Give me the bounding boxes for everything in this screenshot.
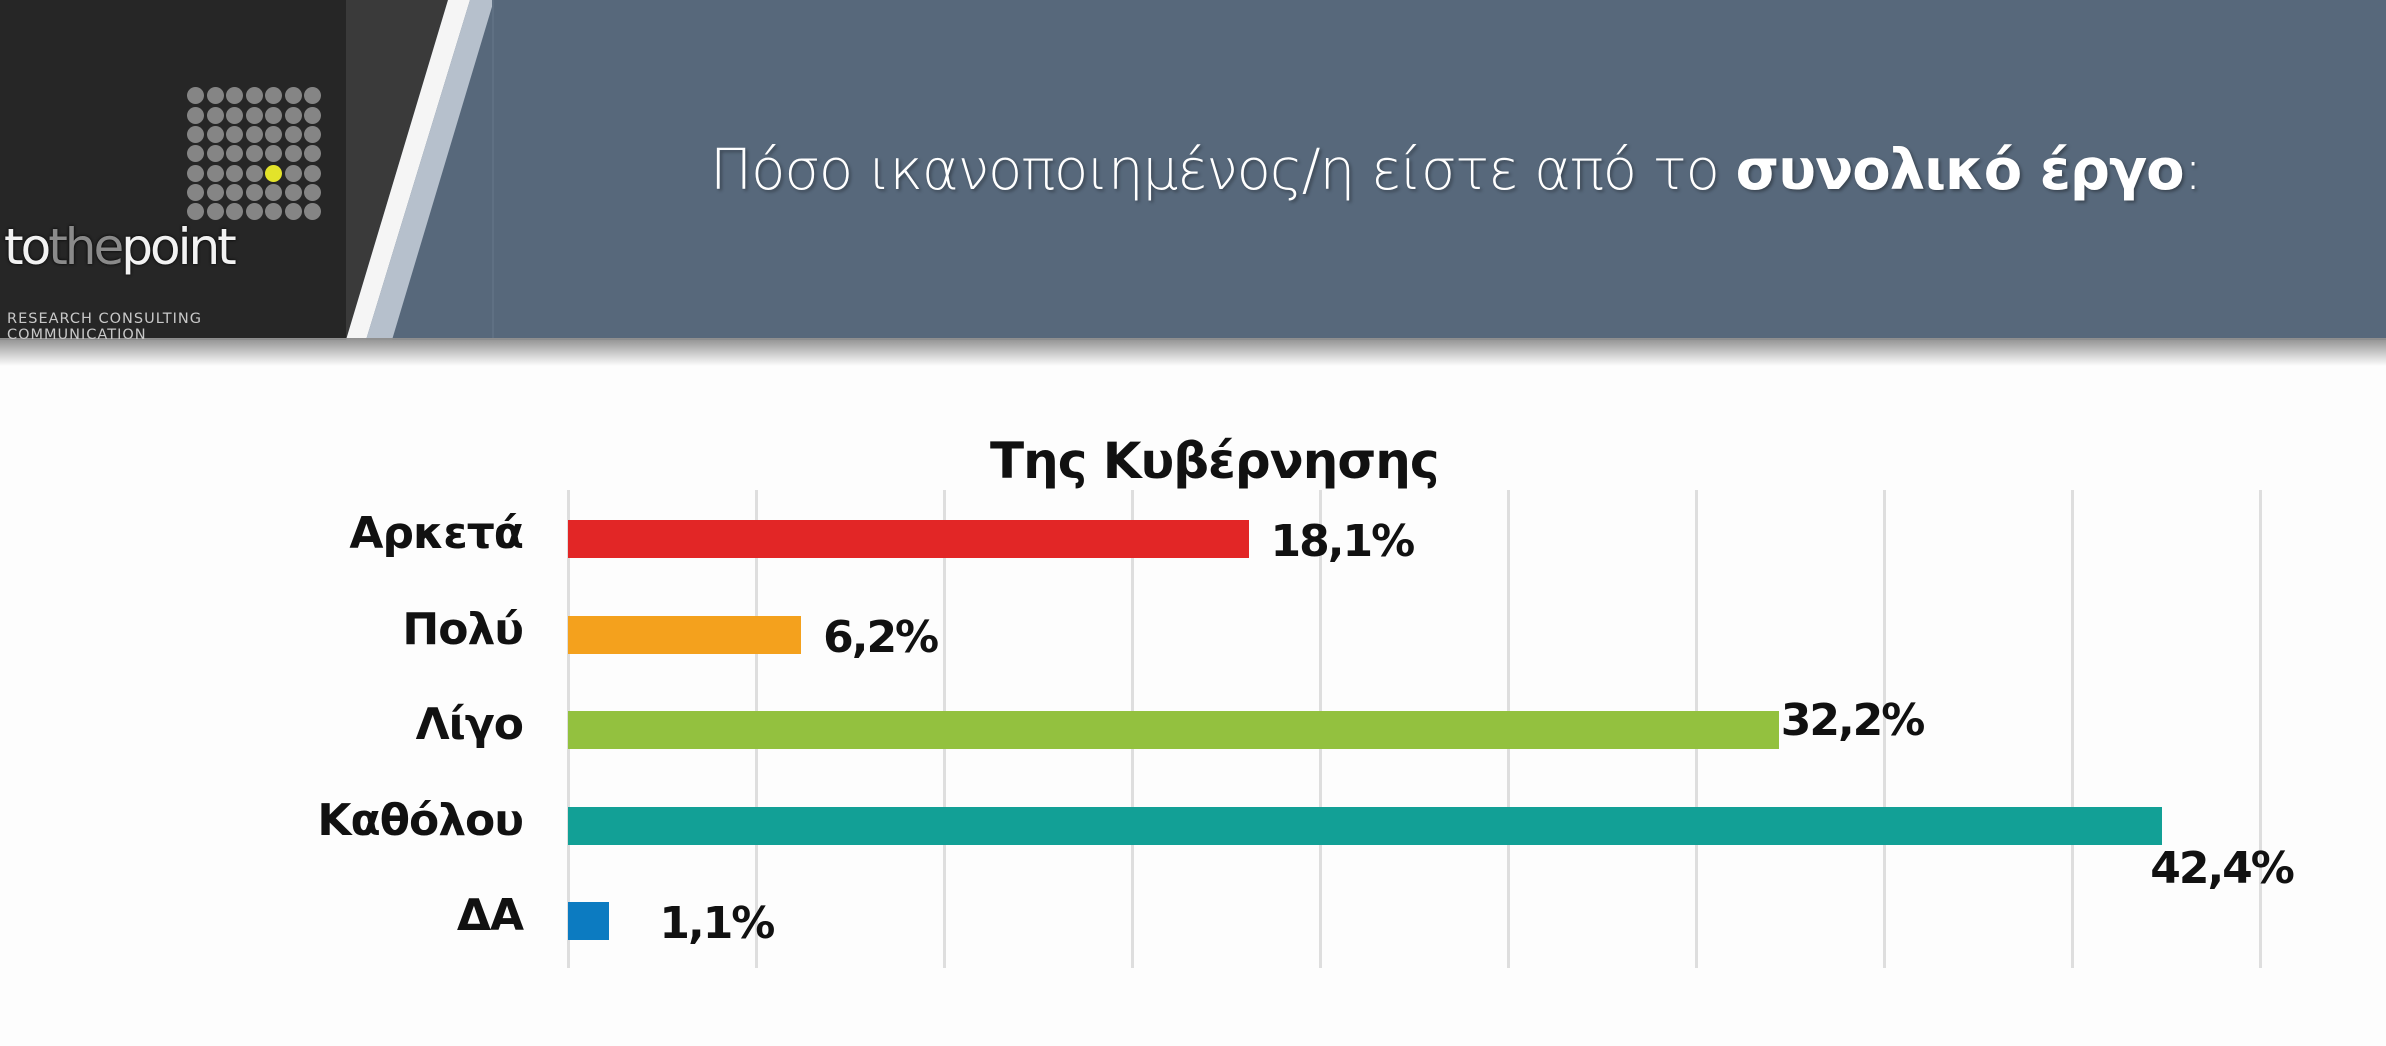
logo-dot: [265, 106, 283, 124]
company-logo: tothepoint RESEARCH CONSULTING COMMUNICA…: [0, 0, 346, 343]
logo-dot: [304, 164, 322, 182]
logo-dot: [245, 203, 263, 221]
logo-dot: [265, 145, 283, 163]
gridline: [1883, 490, 1886, 968]
value-label: 1,1%: [659, 898, 775, 949]
logo-dot: [284, 164, 302, 182]
bar: [568, 902, 610, 940]
logo-dot: [206, 145, 224, 163]
logo-dot: [226, 87, 244, 105]
category-label: Πολύ: [402, 603, 524, 655]
logo-dot: [187, 184, 205, 202]
gridline: [2071, 490, 2074, 968]
logo-dot: [245, 164, 263, 182]
logo-dot: [284, 203, 302, 221]
value-label: 18,1%: [1270, 516, 1416, 567]
value-label: 32,2%: [1780, 695, 1926, 746]
logo-dot: [284, 106, 302, 124]
header-banner: tothepoint RESEARCH CONSULTING COMMUNICA…: [0, 0, 2386, 366]
logo-dot: [245, 125, 263, 143]
category-label: Λίγο: [415, 699, 524, 750]
logo-dot: [245, 184, 263, 202]
logo-dot: [284, 145, 302, 163]
value-label: 6,2%: [823, 611, 939, 663]
chart-title: Της Κυβέρνησης: [990, 432, 1439, 490]
logo-tagline: RESEARCH CONSULTING COMMUNICATION: [7, 311, 203, 343]
logo-dot: [187, 145, 205, 163]
logo-dot: [206, 203, 224, 221]
logo-dot: [187, 87, 205, 105]
logo-dot: [187, 125, 205, 143]
logo-dot: [206, 125, 224, 143]
logo-dot: [226, 164, 244, 182]
logo-dot-grid-icon: [186, 86, 323, 222]
logo-dot: [304, 125, 322, 143]
value-label: 42,4%: [2150, 842, 2295, 894]
header-shadow: [0, 338, 2386, 366]
gridline: [2259, 490, 2262, 968]
category-label: Καθόλου: [317, 794, 524, 846]
logo-dot: [226, 184, 244, 202]
bar: [568, 520, 1249, 558]
logo-dot: [187, 203, 205, 221]
bar: [568, 615, 802, 654]
category-label: Αρκετά: [349, 508, 524, 559]
logo-dot: [245, 87, 263, 105]
bar: [568, 711, 1779, 749]
logo-dot: [206, 106, 224, 124]
logo-dot: [304, 184, 322, 202]
logo-dot: [187, 164, 205, 182]
logo-dot: [304, 203, 322, 221]
bar: [568, 806, 2163, 845]
logo-dot: [265, 184, 283, 202]
logo-dot: [304, 145, 322, 163]
logo-dot: [304, 87, 322, 105]
logo-dot: [265, 87, 283, 105]
logo-dot: [206, 184, 224, 202]
logo-dot: [187, 106, 205, 124]
logo-dot: [226, 106, 244, 124]
category-label: ΔΑ: [456, 890, 524, 941]
logo-dot: [265, 203, 283, 221]
logo-dot: [226, 145, 244, 163]
logo-dot: [226, 125, 244, 143]
logo-wordmark: tothepoint: [4, 218, 237, 276]
logo-dot: [245, 145, 263, 163]
logo-dot: [265, 164, 283, 182]
logo-dot: [265, 125, 283, 143]
logo-dot: [245, 106, 263, 124]
logo-dot: [226, 203, 244, 221]
page-title: Πόσο ικανοποιημένος/η είστε από το συνολ…: [710, 138, 2202, 203]
logo-dot: [284, 87, 302, 105]
logo-dot: [284, 125, 302, 143]
logo-dot: [206, 164, 224, 182]
logo-dot: [206, 87, 224, 105]
header-background: [0, 0, 2386, 340]
logo-dot: [304, 106, 322, 124]
logo-dot: [284, 184, 302, 202]
